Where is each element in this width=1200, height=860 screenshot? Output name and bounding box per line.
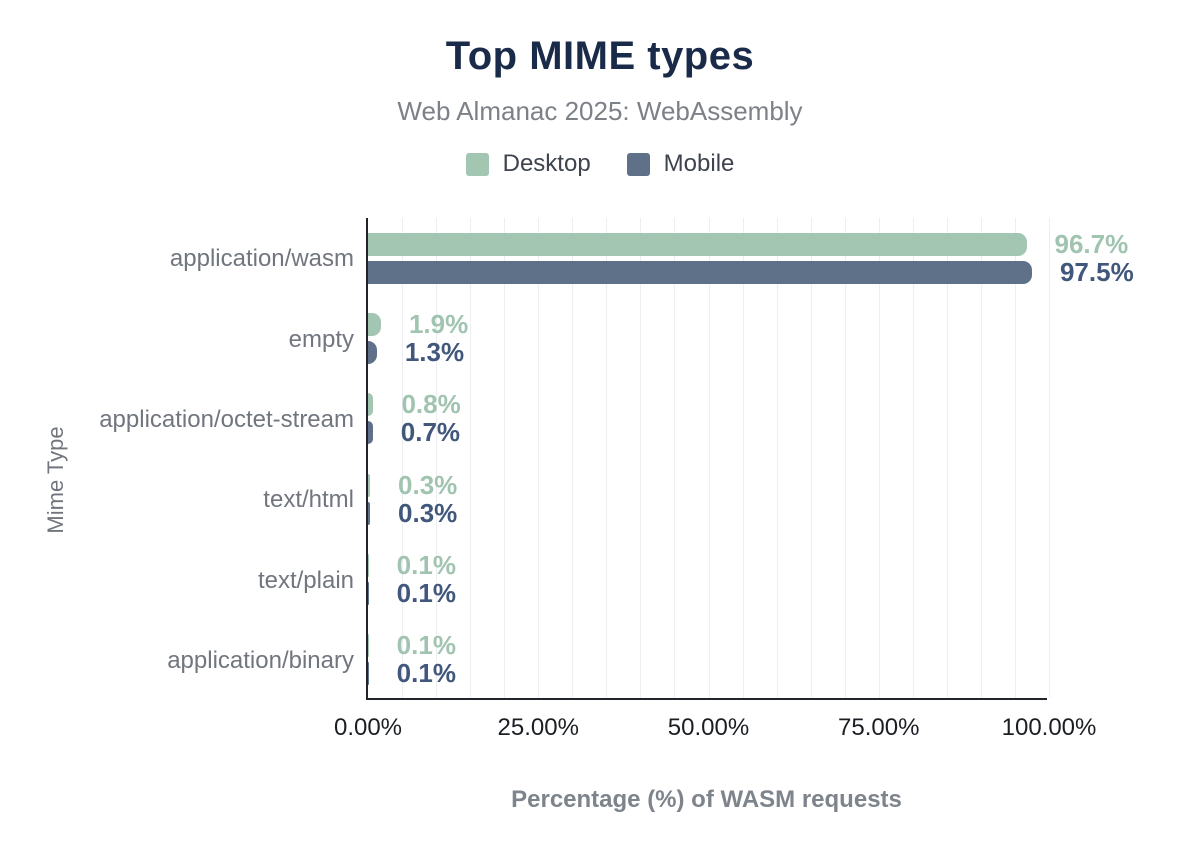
gridline (402, 218, 404, 698)
legend-item-desktop: Desktop (465, 150, 591, 178)
category-label: application/binary (167, 646, 354, 674)
x-tick-label: 25.00% (497, 714, 579, 741)
gridline (708, 218, 710, 698)
legend: Desktop Mobile (0, 150, 1200, 178)
value-label-desktop-3: 0.8% (401, 389, 461, 420)
value-label-desktop-2: 1.9% (408, 309, 469, 339)
x-axis-title: Percentage (%) of WASM requests (511, 786, 902, 813)
category-label: application/wasm (169, 245, 354, 273)
value-label-desktop-5: 0.1% (396, 550, 456, 580)
bar-mobile-6 (368, 662, 369, 686)
gridline (470, 218, 472, 698)
gridline (810, 218, 812, 698)
category-label: application/octet-stream (99, 405, 354, 433)
bar-desktop-6 (368, 634, 369, 658)
gridline (436, 218, 438, 698)
bar-desktop-4 (368, 473, 371, 497)
value-label-mobile-5: 0.1% (396, 578, 456, 608)
legend-swatch-mobile (626, 152, 650, 176)
bar-desktop-5 (368, 554, 369, 577)
value-label-mobile-1: 97.5% (1059, 256, 1134, 287)
gridline (844, 218, 846, 698)
x-tick-label: 100.00% (1001, 714, 1097, 741)
chart-subtitle: Web Almanac 2025: WebAssembly (397, 96, 803, 126)
bar-mobile-4 (368, 501, 371, 525)
gridline (1049, 218, 1050, 698)
gridline (912, 218, 914, 698)
legend-label: Mobile (663, 150, 735, 177)
value-label-mobile-4: 0.3% (398, 497, 458, 528)
bar-mobile-1 (368, 260, 1032, 284)
gridline (878, 218, 880, 698)
legend-item-mobile: Mobile (626, 150, 735, 178)
category-label: empty (288, 325, 354, 353)
gridline (606, 218, 608, 698)
x-tick-label: 0.00% (333, 714, 403, 741)
bar-mobile-3 (368, 421, 373, 445)
x-tick-label: 75.00% (838, 714, 920, 741)
value-label-mobile-2: 1.3% (404, 337, 465, 367)
gridline (980, 218, 982, 698)
value-label-mobile-6: 0.1% (396, 658, 456, 689)
x-tick-label: 50.00% (667, 714, 750, 741)
value-label-mobile-3: 0.7% (400, 417, 461, 448)
gridline (572, 218, 574, 698)
legend-swatch-desktop (465, 152, 489, 176)
value-label-desktop-4: 0.3% (398, 469, 458, 500)
bar-mobile-2 (368, 341, 377, 364)
y-axis-title: Mime Type (43, 426, 68, 534)
category-label: text/plain (257, 566, 354, 594)
gridline (1014, 218, 1016, 698)
gridline (538, 218, 540, 698)
plot-area: application/wasm 96.7% 97.5% empty 1.9% 1.3% a… (99, 218, 1134, 741)
gridline (674, 218, 676, 698)
gridline (640, 218, 642, 698)
chart-title: Top MIME types (445, 34, 755, 78)
category-label: text/html (263, 486, 354, 514)
bar-desktop-3 (368, 393, 374, 417)
bar-desktop-1 (368, 232, 1027, 256)
gridline (776, 218, 778, 698)
legend-label: Desktop (502, 150, 591, 177)
gridline (504, 218, 506, 698)
value-label-desktop-6: 0.1% (396, 630, 456, 661)
bar-mobile-5 (368, 582, 369, 605)
gridline (946, 218, 948, 698)
gridline (742, 218, 744, 698)
bar-desktop-2 (368, 313, 381, 336)
value-label-desktop-1: 96.7% (1054, 228, 1129, 259)
